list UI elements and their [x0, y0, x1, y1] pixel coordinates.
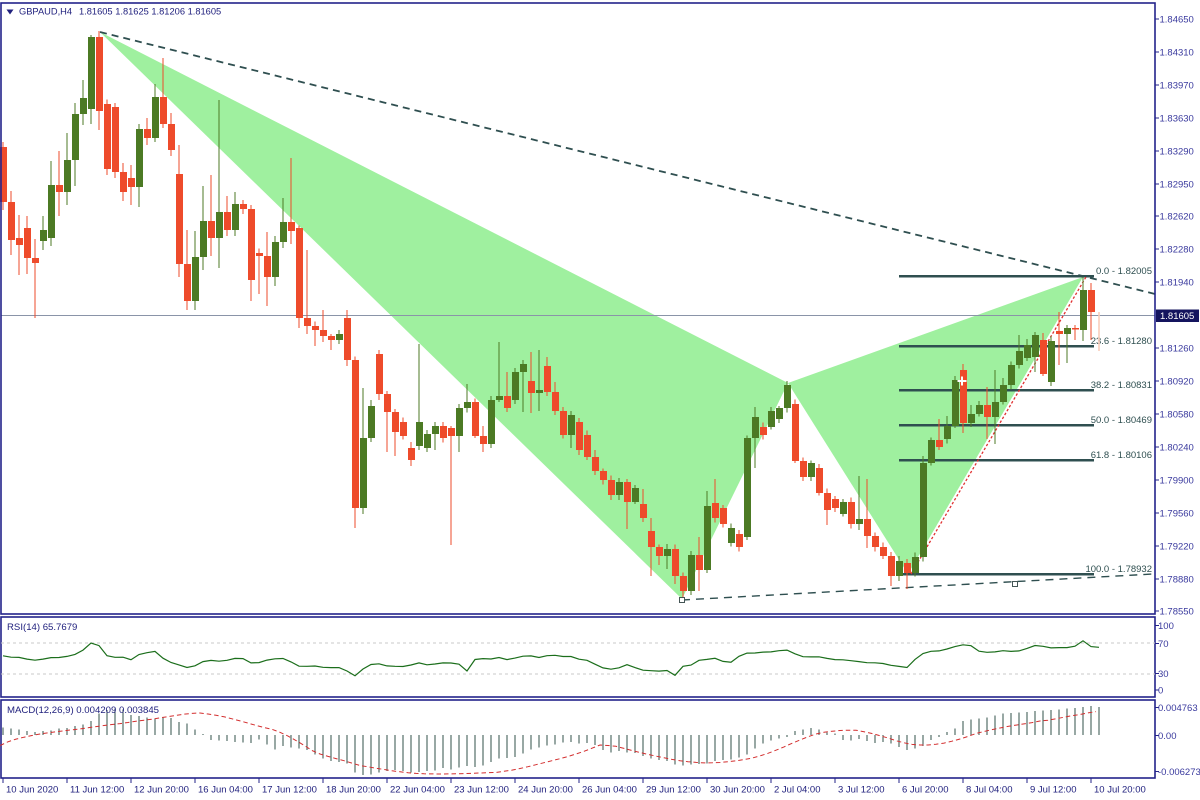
svg-text:17 Jun 12:00: 17 Jun 12:00 [262, 785, 317, 796]
svg-text:1.83290: 1.83290 [1160, 146, 1194, 157]
svg-text:10 Jul 20:00: 10 Jul 20:00 [1094, 785, 1146, 796]
svg-text:1.80240: 1.80240 [1160, 443, 1194, 454]
svg-text:MACD(12,26,9) 0.004209 0.00384: MACD(12,26,9) 0.004209 0.003845 [7, 705, 159, 716]
svg-text:2 Jul 04:00: 2 Jul 04:00 [774, 785, 820, 796]
svg-text:24 Jun 20:00: 24 Jun 20:00 [518, 785, 573, 796]
svg-text:1.81940: 1.81940 [1160, 277, 1194, 288]
svg-text:1.84310: 1.84310 [1160, 47, 1194, 58]
svg-text:100.0 - 1.78932: 100.0 - 1.78932 [1085, 564, 1152, 575]
svg-text:1.81605: 1.81605 [1160, 311, 1194, 322]
svg-text:38.2 - 1.80831: 38.2 - 1.80831 [1091, 380, 1152, 391]
svg-text:9 Jul 12:00: 9 Jul 12:00 [1030, 785, 1076, 796]
svg-text:1.81605 1.81625 1.81206 1.8160: 1.81605 1.81625 1.81206 1.81605 [79, 7, 221, 17]
svg-text:29 Jun 12:00: 29 Jun 12:00 [646, 785, 701, 796]
svg-text:61.8 - 1.80106: 61.8 - 1.80106 [1091, 450, 1152, 461]
svg-text:1.79560: 1.79560 [1160, 509, 1194, 520]
svg-text:22 Jun 04:00: 22 Jun 04:00 [390, 785, 445, 796]
svg-text:1.80580: 1.80580 [1160, 409, 1194, 420]
svg-text:1.81260: 1.81260 [1160, 343, 1194, 354]
svg-text:1.79900: 1.79900 [1160, 476, 1194, 487]
svg-text:1.83970: 1.83970 [1160, 80, 1194, 91]
svg-text:0.004763: 0.004763 [1158, 703, 1198, 714]
svg-text:30: 30 [1158, 669, 1169, 680]
svg-text:1.80920: 1.80920 [1160, 376, 1194, 387]
svg-text:3 Jul 12:00: 3 Jul 12:00 [838, 785, 884, 796]
svg-text:RSI(14) 65.7679: RSI(14) 65.7679 [7, 622, 77, 633]
svg-text:23 Jun 12:00: 23 Jun 12:00 [454, 785, 509, 796]
svg-text:12 Jun 20:00: 12 Jun 20:00 [134, 785, 189, 796]
svg-text:18 Jun 20:00: 18 Jun 20:00 [326, 785, 381, 796]
svg-text:1.78880: 1.78880 [1160, 575, 1194, 586]
svg-text:11 Jun 12:00: 11 Jun 12:00 [70, 785, 124, 796]
svg-text:26 Jun 04:00: 26 Jun 04:00 [582, 785, 637, 796]
svg-text:0.0 - 1.82005: 0.0 - 1.82005 [1096, 266, 1152, 277]
svg-text:6 Jul 20:00: 6 Jul 20:00 [902, 785, 948, 796]
svg-text:1.83630: 1.83630 [1160, 113, 1194, 124]
svg-text:1.84650: 1.84650 [1160, 14, 1194, 25]
svg-text:1.82950: 1.82950 [1160, 179, 1194, 190]
svg-text:100: 100 [1158, 621, 1174, 632]
svg-text:-0.006273: -0.006273 [1158, 767, 1200, 778]
svg-text:8 Jul 04:00: 8 Jul 04:00 [966, 785, 1012, 796]
svg-text:23.6 - 1.81280: 23.6 - 1.81280 [1091, 336, 1152, 347]
svg-text:10 Jun 2020: 10 Jun 2020 [6, 785, 58, 796]
svg-text:30 Jun 20:00: 30 Jun 20:00 [710, 785, 765, 796]
svg-text:1.82280: 1.82280 [1160, 244, 1194, 255]
svg-text:70: 70 [1158, 639, 1169, 650]
svg-text:0: 0 [1158, 685, 1163, 696]
svg-text:16 Jun 04:00: 16 Jun 04:00 [198, 785, 253, 796]
svg-text:1.78550: 1.78550 [1160, 607, 1194, 618]
svg-text:50.0 - 1.80469: 50.0 - 1.80469 [1091, 415, 1152, 426]
svg-text:0.00: 0.00 [1158, 731, 1177, 742]
svg-text:GBPAUD,H4: GBPAUD,H4 [19, 7, 72, 17]
svg-text:1.82620: 1.82620 [1160, 211, 1194, 222]
svg-text:1.79220: 1.79220 [1160, 542, 1194, 553]
